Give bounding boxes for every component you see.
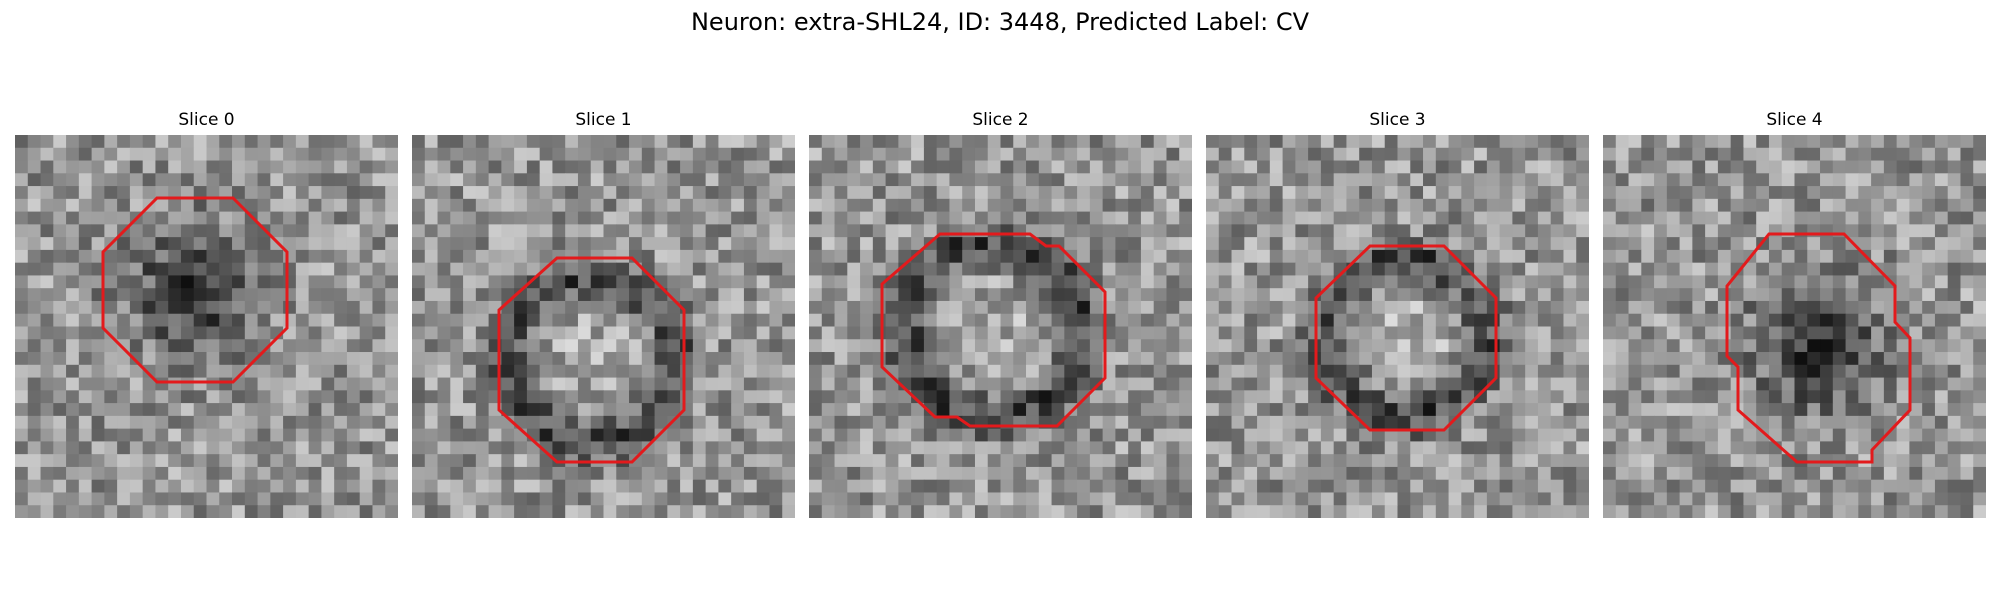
roi-outline <box>497 256 686 464</box>
panel-slice-4: Slice 4 <box>1603 108 1986 518</box>
roi-outline <box>1314 244 1498 432</box>
panel-title: Slice 3 <box>1369 110 1426 130</box>
panel-slice-0: Slice 0 <box>15 108 398 518</box>
panel-slice-2: Slice 2 <box>809 108 1192 518</box>
roi-outline <box>101 196 289 384</box>
panel-title: Slice 1 <box>575 110 632 130</box>
panel-title: Slice 4 <box>1766 110 1823 130</box>
figure-title: Neuron: extra-SHL24, ID: 3448, Predicted… <box>690 8 1310 36</box>
panel-title: Slice 0 <box>178 110 235 130</box>
panel-title: Slice 2 <box>972 110 1029 130</box>
panel-slice-1: Slice 1 <box>412 108 795 518</box>
slice-image <box>15 135 398 518</box>
slice-image <box>412 135 795 518</box>
slice-image <box>1206 135 1589 518</box>
panel-slice-3: Slice 3 <box>1206 108 1589 518</box>
roi-outline <box>880 232 1107 428</box>
roi-outline <box>1725 232 1912 464</box>
slice-image <box>1603 135 1986 518</box>
slice-image <box>809 135 1192 518</box>
